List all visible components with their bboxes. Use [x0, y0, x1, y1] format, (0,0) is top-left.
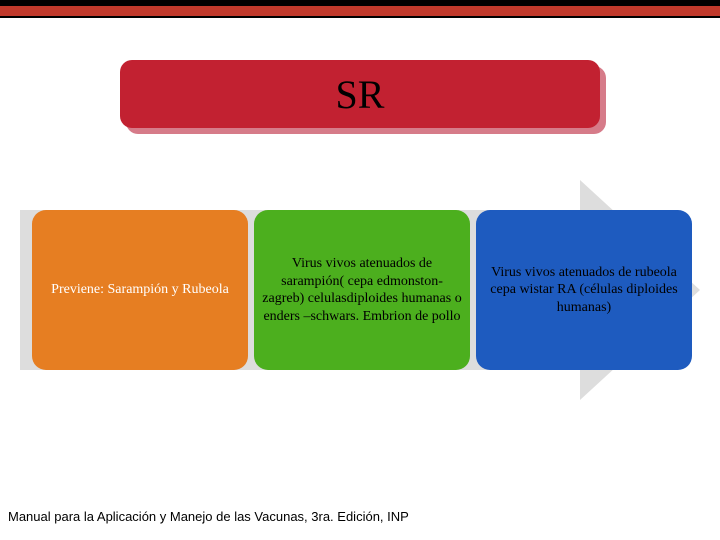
info-box-label: Virus vivos atenuados de rubeola cepa wi… — [484, 264, 684, 317]
info-box-previene: Previene: Sarampión y Rubeola — [32, 210, 248, 370]
footer-citation: Manual para la Aplicación y Manejo de la… — [8, 509, 409, 524]
info-box-sarampion-virus: Virus vivos atenuados de sarampión( cepa… — [254, 210, 470, 370]
top-bar-black-2 — [0, 16, 720, 18]
top-bar-red — [0, 6, 720, 16]
title-box: SR — [120, 60, 600, 128]
title-text: SR — [336, 71, 385, 118]
title-container: SR — [120, 60, 600, 128]
info-box-label: Previene: Sarampión y Rubeola — [51, 281, 229, 299]
info-box-rubeola-virus: Virus vivos atenuados de rubeola cepa wi… — [476, 210, 692, 370]
info-box-label: Virus vivos atenuados de sarampión( cepa… — [262, 255, 462, 325]
info-boxes-row: Previene: Sarampión y Rubeola Virus vivo… — [32, 210, 692, 370]
